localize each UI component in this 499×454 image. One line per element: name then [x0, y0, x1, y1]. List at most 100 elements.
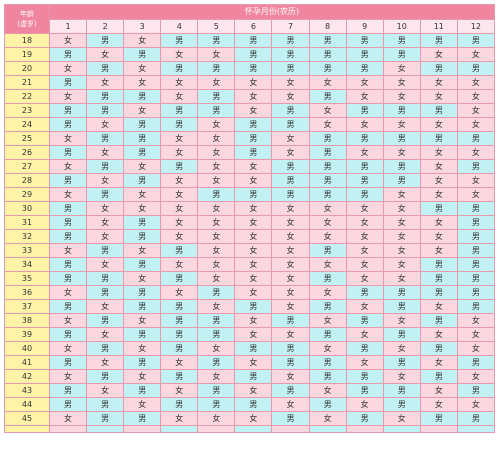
- age-cell: 21: [4, 75, 50, 90]
- girl-cell: 女: [160, 75, 199, 90]
- boy-cell: 男: [456, 33, 496, 48]
- boy-cell: 男: [456, 299, 496, 314]
- boy-cell: 男: [456, 229, 496, 244]
- age-cell: [4, 425, 50, 433]
- girl-cell: 女: [160, 411, 199, 426]
- month-header-cell: 7: [271, 18, 310, 34]
- table-row: 30 男女女女女女女女女女男男: [4, 201, 496, 216]
- girl-cell: 女: [271, 369, 310, 384]
- boy-cell: 男: [419, 369, 458, 384]
- table-row: 34 男女男女女女女女女女男男: [4, 257, 496, 272]
- boy-cell: 男: [271, 103, 310, 118]
- month-title: 怀孕月份(农历): [49, 4, 495, 20]
- girl-cell: 女: [419, 383, 458, 398]
- girl-cell: 女: [382, 89, 421, 104]
- girl-cell: 女: [86, 383, 125, 398]
- girl-cell: 女: [345, 89, 384, 104]
- boy-cell: 男: [419, 257, 458, 272]
- boy-cell: 男: [456, 159, 496, 174]
- table-row: 40 女男女男女男男女男女男女: [4, 341, 496, 356]
- girl-cell: 女: [234, 411, 273, 426]
- boy-cell: 男: [234, 299, 273, 314]
- age-cell: 31: [4, 215, 50, 230]
- girl-cell: 女: [234, 229, 273, 244]
- girl-cell: 女: [48, 243, 88, 258]
- girl-cell: 女: [234, 271, 273, 286]
- boy-cell: 男: [160, 61, 199, 76]
- girl-cell: 女: [382, 411, 421, 426]
- age-column-header: 年龄 (虚岁): [4, 4, 50, 34]
- table-row: 25 女男男女女男女男男男男男: [4, 131, 496, 146]
- girl-cell: 女: [419, 327, 458, 342]
- table-row: 18 女男女男男男男男男男男男: [4, 33, 496, 48]
- age-cell: 26: [4, 145, 50, 160]
- boy-cell: 男: [382, 159, 421, 174]
- boy-cell: 男: [308, 271, 347, 286]
- cutoff-cell: [345, 425, 384, 433]
- boy-cell: 男: [308, 159, 347, 174]
- boy-cell: 男: [382, 103, 421, 118]
- boy-cell: 男: [308, 131, 347, 146]
- girl-cell: 女: [382, 369, 421, 384]
- age-cell: 42: [4, 369, 50, 384]
- girl-cell: 女: [197, 411, 236, 426]
- boy-cell: 男: [271, 159, 310, 174]
- boy-cell: 男: [86, 243, 125, 258]
- boy-cell: 男: [197, 33, 236, 48]
- boy-cell: 男: [345, 131, 384, 146]
- age-cell: 37: [4, 299, 50, 314]
- girl-cell: 女: [160, 229, 199, 244]
- boy-cell: 男: [308, 355, 347, 370]
- boy-cell: 男: [271, 187, 310, 202]
- age-cell: 43: [4, 383, 50, 398]
- boy-cell: 男: [48, 397, 88, 412]
- boy-cell: 男: [382, 355, 421, 370]
- girl-cell: 女: [419, 243, 458, 258]
- girl-cell: 女: [123, 103, 162, 118]
- boy-cell: 男: [234, 117, 273, 132]
- girl-cell: 女: [197, 131, 236, 146]
- girl-cell: 女: [419, 145, 458, 160]
- girl-cell: 女: [86, 299, 125, 314]
- girl-cell: 女: [48, 187, 88, 202]
- girl-cell: 女: [382, 117, 421, 132]
- boy-cell: 男: [419, 131, 458, 146]
- boy-cell: 男: [456, 257, 496, 272]
- boy-cell: 男: [86, 313, 125, 328]
- boy-cell: 男: [123, 145, 162, 160]
- girl-cell: 女: [419, 229, 458, 244]
- girl-cell: 女: [271, 285, 310, 300]
- age-cell: 30: [4, 201, 50, 216]
- girl-cell: 女: [382, 313, 421, 328]
- boy-cell: 男: [123, 117, 162, 132]
- table-row: 43 男女男女男女男女男男女男: [4, 383, 496, 398]
- boy-cell: 男: [456, 411, 496, 426]
- boy-cell: 男: [382, 383, 421, 398]
- age-cell: 18: [4, 33, 50, 48]
- boy-cell: 男: [86, 369, 125, 384]
- girl-cell: 女: [382, 271, 421, 286]
- girl-cell: 女: [48, 341, 88, 356]
- boy-cell: 男: [48, 215, 88, 230]
- girl-cell: 女: [456, 47, 496, 62]
- age-cell: 23: [4, 103, 50, 118]
- age-header-line1: 年龄: [20, 10, 34, 18]
- age-cell: 27: [4, 159, 50, 174]
- girl-cell: 女: [123, 201, 162, 216]
- girl-cell: 女: [234, 159, 273, 174]
- age-cell: 24: [4, 117, 50, 132]
- girl-cell: 女: [271, 327, 310, 342]
- girl-cell: 女: [345, 215, 384, 230]
- boy-cell: 男: [48, 75, 88, 90]
- girl-cell: 女: [419, 397, 458, 412]
- girl-cell: 女: [160, 355, 199, 370]
- boy-cell: 男: [234, 61, 273, 76]
- boy-cell: 男: [123, 411, 162, 426]
- boy-cell: 男: [419, 411, 458, 426]
- month-header-cell: 5: [197, 18, 236, 34]
- girl-cell: 女: [197, 299, 236, 314]
- boy-cell: 男: [456, 243, 496, 258]
- girl-cell: 女: [234, 173, 273, 188]
- boy-cell: 男: [48, 257, 88, 272]
- girl-cell: 女: [234, 257, 273, 272]
